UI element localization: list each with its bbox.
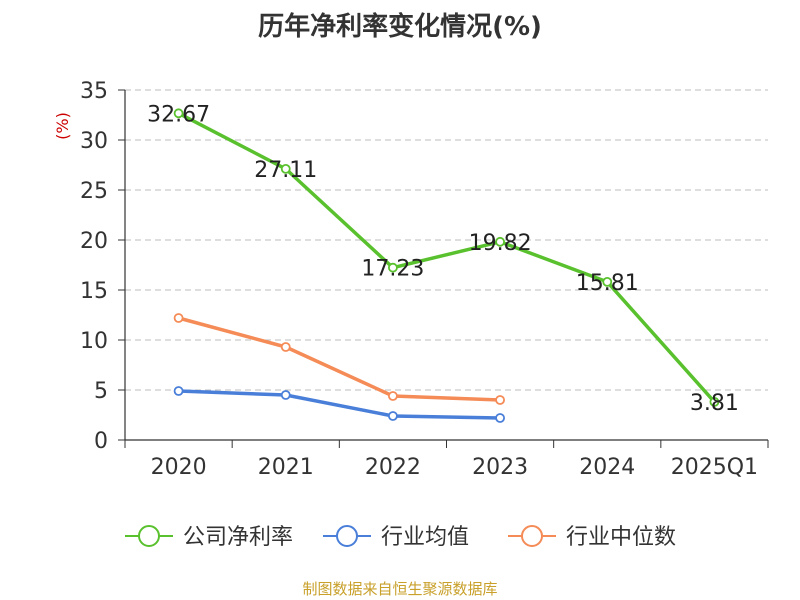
data-label: 3.81 xyxy=(690,391,739,416)
data-point xyxy=(280,163,291,174)
y-tick-label: 35 xyxy=(80,79,108,104)
data-point xyxy=(495,236,505,247)
data-point xyxy=(280,390,291,400)
data-point xyxy=(388,411,398,421)
data-label: 19.82 xyxy=(469,231,532,256)
data-point xyxy=(173,313,184,323)
x-tick-label: 2021 xyxy=(258,455,314,480)
data-label: 32.67 xyxy=(147,102,210,127)
x-tick-label: 2020 xyxy=(151,455,207,480)
data-point xyxy=(173,108,184,119)
data-point xyxy=(388,262,398,273)
y-tick-label: 15 xyxy=(80,279,108,304)
legend-marker xyxy=(138,525,160,547)
data-source-note: 制图数据来自恒生聚源数据库 xyxy=(302,580,498,598)
x-tick-label: 2025Q1 xyxy=(671,455,758,480)
data-point xyxy=(602,276,613,287)
data-point xyxy=(495,413,505,423)
series-line-1 xyxy=(178,389,501,420)
legend-marker xyxy=(521,525,543,547)
data-label: 17.23 xyxy=(361,257,424,282)
legend-label: 行业中位数 xyxy=(566,525,676,550)
x-tick-label: 2023 xyxy=(472,455,528,480)
y-tick-label: 30 xyxy=(80,129,108,154)
y-tick-label: 20 xyxy=(80,229,108,254)
data-label: 27.11 xyxy=(254,158,317,183)
y-axis-label: (%) xyxy=(53,112,72,140)
y-tick-label: 0 xyxy=(94,429,108,454)
y-tick-label: 25 xyxy=(80,179,108,204)
legend-label: 公司净利率 xyxy=(183,525,293,550)
x-tick-label: 2022 xyxy=(365,455,421,480)
y-tick-label: 5 xyxy=(94,379,108,404)
x-tick-label: 2024 xyxy=(579,455,635,480)
series-line-0 xyxy=(177,111,716,404)
data-point xyxy=(280,342,291,352)
data-point xyxy=(388,391,398,401)
data-label: 15.81 xyxy=(576,271,639,296)
series-line-2 xyxy=(178,316,501,402)
legend-label: 行业均值 xyxy=(381,525,469,550)
data-point xyxy=(709,396,720,407)
chart-title: 历年净利率变化情况(%) xyxy=(258,12,542,42)
data-point xyxy=(173,386,184,396)
y-tick-label: 10 xyxy=(80,329,108,354)
data-point xyxy=(495,395,505,405)
legend-marker xyxy=(336,525,358,547)
